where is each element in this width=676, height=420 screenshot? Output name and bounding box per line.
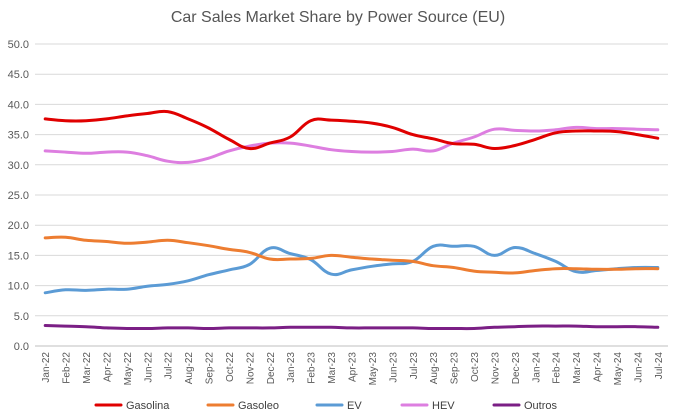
gridlines	[35, 43, 668, 347]
x-tick-label: Apr-22	[102, 352, 113, 382]
series-line-gasoleo	[43, 235, 660, 275]
series-line-outros	[43, 324, 660, 331]
y-tick-label: 20.0	[8, 220, 29, 232]
series-line-ev	[43, 243, 660, 295]
x-tick-label: Nov-23	[490, 352, 501, 385]
x-tick-label: Jul-22	[164, 352, 175, 380]
x-tick-label: Oct-22	[225, 352, 236, 382]
x-tick-label: Dec-22	[266, 352, 277, 385]
y-tick-label: 5.0	[14, 311, 29, 323]
x-tick-label: May-24	[613, 352, 624, 386]
x-tick-label: May-22	[123, 352, 134, 386]
legend-label-gasolina: Gasolina	[126, 400, 170, 412]
series-lines	[43, 109, 660, 331]
x-tick-label: Apr-23	[348, 352, 359, 382]
x-axis-ticks: Jan-22 Feb-22 Mar-22 Apr-22 May-22 Jun-22 Jul-…	[41, 352, 665, 386]
y-tick-label: 30.0	[8, 160, 29, 172]
legend-label-gasoleo: Gasoleo	[238, 400, 279, 412]
x-tick-label: Nov-22	[245, 352, 256, 385]
y-tick-label: 40.0	[8, 99, 29, 111]
x-tick-label: Mar-22	[82, 352, 93, 384]
x-tick-label: Jun-22	[143, 352, 154, 383]
y-tick-label: 50.0	[8, 39, 29, 51]
legend-label-hev: HEV	[432, 400, 455, 412]
legend: Gasolina Gasoleo EV HEV Outros	[94, 400, 558, 412]
y-tick-label: 25.0	[8, 190, 29, 202]
x-tick-label: Aug-22	[184, 352, 195, 385]
x-tick-label: Jan-24	[531, 352, 542, 383]
x-tick-label: Jun-24	[633, 352, 644, 383]
x-tick-label: Sep-23	[450, 352, 461, 385]
y-tick-label: 35.0	[8, 130, 29, 142]
chart-title: Car Sales Market Share by Power Source (…	[171, 9, 505, 26]
x-tick-label: Feb-22	[62, 352, 73, 384]
y-tick-label: 0.0	[14, 341, 29, 353]
x-tick-label: Jan-23	[286, 352, 297, 383]
x-tick-label: Sep-22	[205, 352, 216, 385]
x-tick-label: Apr-24	[593, 352, 604, 382]
y-axis-ticks: 0.0 5.0 10.0 15.0 20.0 25.0 30.0 35.0 40.0 45.0 50…	[8, 39, 29, 353]
series-line-gasolina	[43, 109, 660, 151]
x-tick-label: Jan-22	[41, 352, 52, 383]
x-tick-label: May-23	[368, 352, 379, 386]
x-tick-label: Oct-23	[470, 352, 481, 382]
y-tick-label: 10.0	[8, 281, 29, 293]
x-tick-label: Mar-23	[327, 352, 338, 384]
x-tick-label: Feb-23	[307, 352, 318, 384]
legend-label-ev: EV	[347, 400, 362, 412]
x-tick-label: Jul-23	[409, 352, 420, 380]
legend-label-outros: Outros	[524, 400, 558, 412]
x-tick-label: Feb-24	[552, 352, 563, 384]
x-tick-label: Mar-24	[572, 352, 583, 384]
y-tick-label: 45.0	[8, 69, 29, 81]
x-tick-label: Jun-23	[388, 352, 399, 383]
series-line-hev	[43, 125, 660, 165]
x-tick-label: Jul-24	[654, 352, 665, 380]
y-tick-label: 15.0	[8, 250, 29, 262]
x-tick-label: Dec-23	[511, 352, 522, 385]
x-tick-label: Aug-23	[429, 352, 440, 385]
